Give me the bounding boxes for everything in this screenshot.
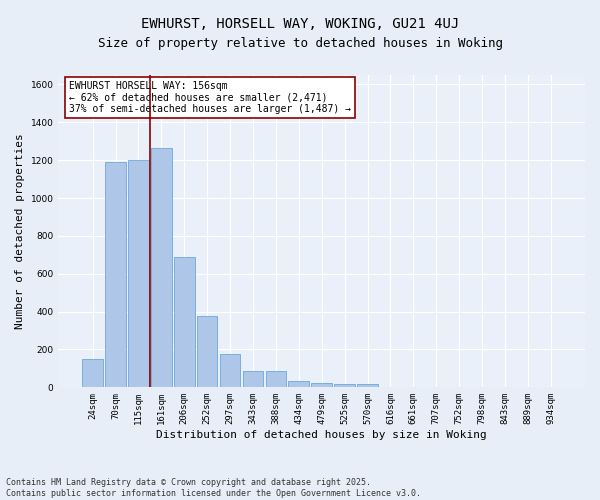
Bar — [220, 354, 241, 388]
Bar — [105, 162, 126, 388]
Bar — [289, 380, 309, 388]
Y-axis label: Number of detached properties: Number of detached properties — [15, 134, 25, 329]
Text: Size of property relative to detached houses in Woking: Size of property relative to detached ho… — [97, 38, 503, 51]
Text: EWHURST, HORSELL WAY, WOKING, GU21 4UJ: EWHURST, HORSELL WAY, WOKING, GU21 4UJ — [141, 18, 459, 32]
Text: EWHURST HORSELL WAY: 156sqm
← 62% of detached houses are smaller (2,471)
37% of : EWHURST HORSELL WAY: 156sqm ← 62% of det… — [69, 81, 351, 114]
Bar — [128, 160, 149, 388]
Bar — [311, 382, 332, 388]
Text: Contains HM Land Registry data © Crown copyright and database right 2025.
Contai: Contains HM Land Registry data © Crown c… — [6, 478, 421, 498]
Bar — [197, 316, 217, 388]
Bar — [357, 384, 378, 388]
Bar — [266, 371, 286, 388]
Bar — [174, 256, 194, 388]
Bar — [82, 359, 103, 388]
Bar — [242, 371, 263, 388]
Bar — [334, 384, 355, 388]
X-axis label: Distribution of detached houses by size in Woking: Distribution of detached houses by size … — [157, 430, 487, 440]
Bar — [151, 148, 172, 388]
